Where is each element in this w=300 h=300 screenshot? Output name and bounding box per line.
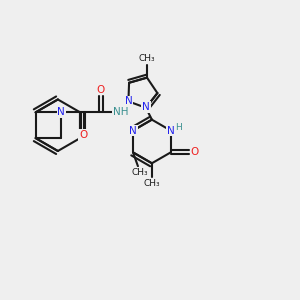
Text: N: N xyxy=(57,107,65,117)
Text: H: H xyxy=(175,123,182,132)
Text: N: N xyxy=(124,96,132,106)
Text: O: O xyxy=(79,130,87,140)
Text: O: O xyxy=(190,147,199,158)
Text: O: O xyxy=(97,85,105,94)
Text: N: N xyxy=(142,102,150,112)
Text: CH₃: CH₃ xyxy=(144,178,160,188)
Text: CH₃: CH₃ xyxy=(132,168,148,177)
Text: N: N xyxy=(167,126,175,136)
Text: N: N xyxy=(129,126,137,136)
Text: NH: NH xyxy=(113,107,128,117)
Text: CH₃: CH₃ xyxy=(139,54,155,63)
